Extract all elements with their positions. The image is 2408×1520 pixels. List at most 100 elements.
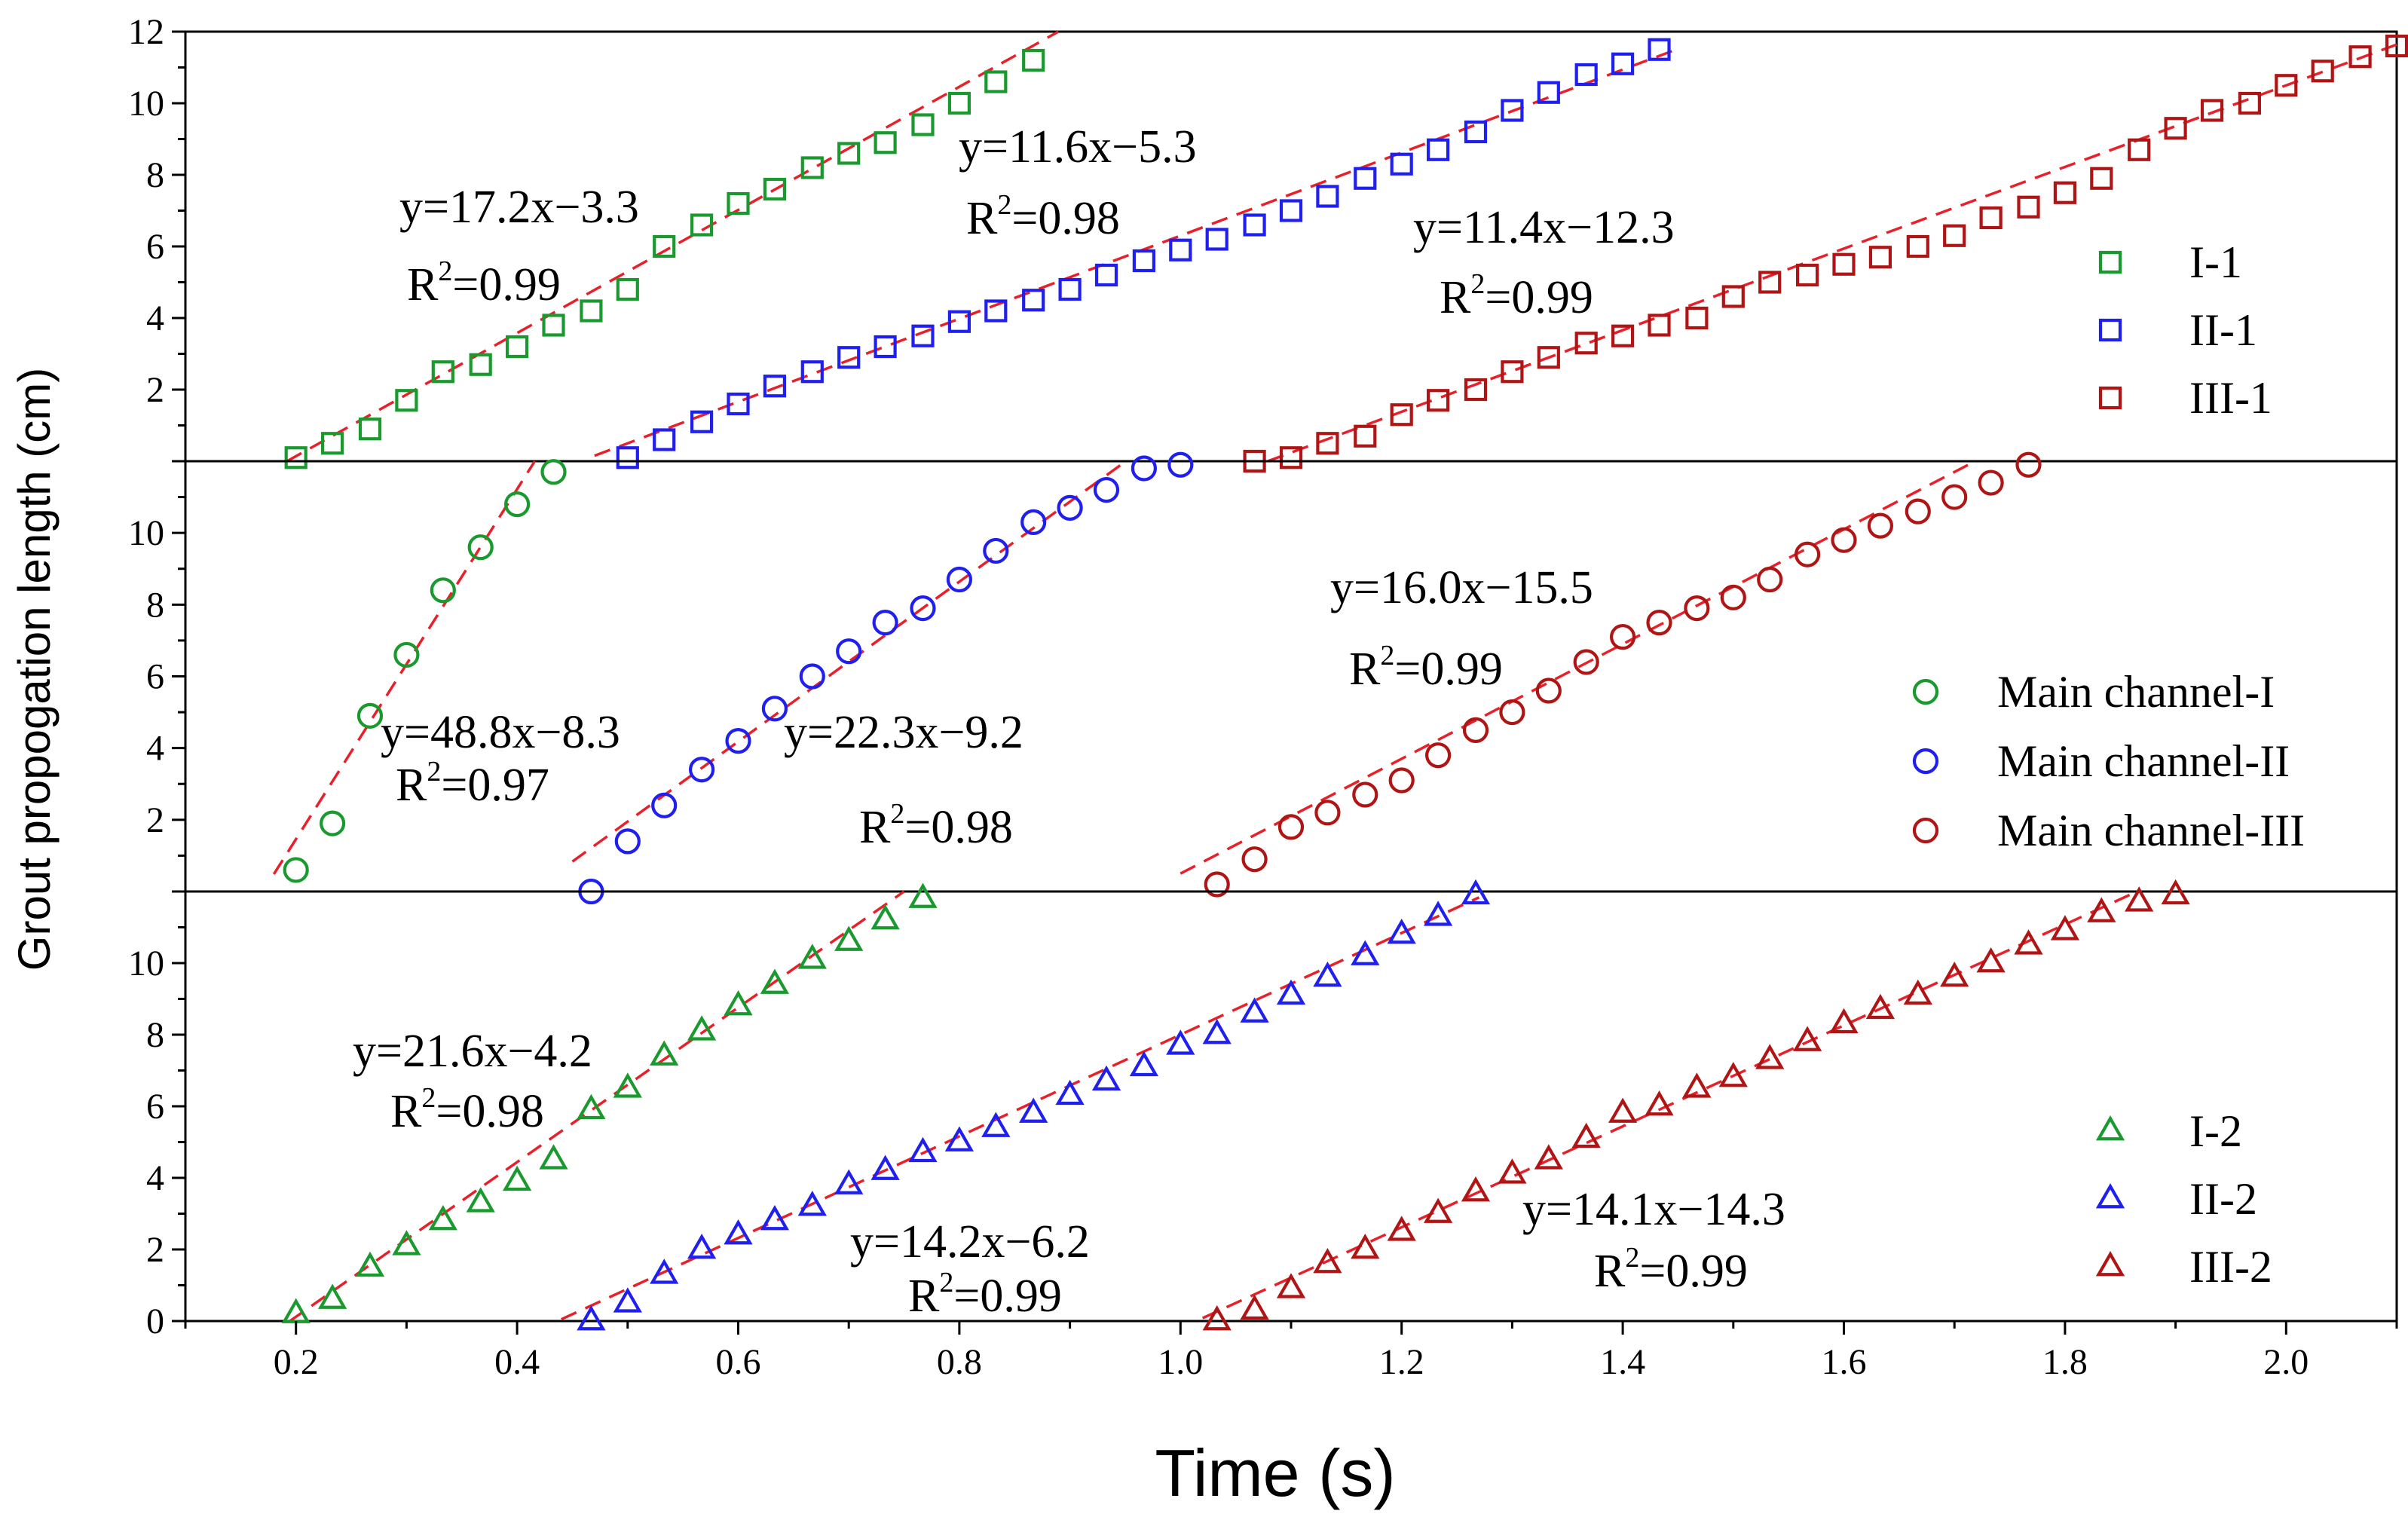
fit-line bbox=[594, 47, 1679, 457]
data-point bbox=[797, 944, 827, 969]
data-point bbox=[431, 360, 454, 384]
data-point bbox=[355, 1251, 385, 1277]
data-point bbox=[1794, 541, 1821, 567]
data-point bbox=[1865, 993, 1895, 1020]
data-point bbox=[1721, 285, 1745, 308]
data-point bbox=[2164, 117, 2187, 140]
x-tick-label: 0.2 bbox=[274, 1342, 319, 1382]
data-point bbox=[1501, 99, 1524, 122]
data-point bbox=[2200, 99, 2224, 122]
series-i-2: y=21.6x−4.2R2=0.98 bbox=[281, 882, 938, 1323]
r-squared-label: R2=0.98 bbox=[390, 1082, 544, 1137]
data-point bbox=[1501, 360, 1524, 384]
y-tick-label: 10 bbox=[128, 84, 164, 124]
series-ii-1: y=11.6x−5.3 R2=0.98 bbox=[594, 38, 1679, 469]
data-point bbox=[1646, 610, 1672, 636]
data-point bbox=[946, 566, 973, 593]
y-tick-label: 8 bbox=[146, 1015, 164, 1055]
data-point bbox=[540, 459, 567, 485]
x-tick-label: 1.6 bbox=[1822, 1342, 1867, 1382]
data-point bbox=[1868, 246, 1892, 269]
data-point bbox=[542, 313, 565, 337]
data-point bbox=[393, 641, 420, 668]
fit-line bbox=[561, 896, 1480, 1321]
x-tick-label: 0.4 bbox=[494, 1342, 540, 1382]
data-point bbox=[727, 191, 750, 216]
legend-label: Main channel-III bbox=[1997, 806, 2305, 855]
legend-label: II-1 bbox=[2189, 305, 2257, 355]
data-point bbox=[1202, 1305, 1232, 1331]
legend-marker bbox=[2095, 1251, 2125, 1277]
series-i-1: y=17.2x−3.3 R2=0.99 bbox=[284, 30, 1060, 469]
y-tick-label: 4 bbox=[146, 1158, 164, 1198]
data-point bbox=[1574, 332, 1598, 355]
fit-equation: y=14.1x−14.3 bbox=[1522, 1184, 1785, 1235]
data-point bbox=[395, 389, 418, 412]
fit-equation: y=22.3x−9.2 bbox=[784, 707, 1023, 758]
data-point bbox=[724, 1219, 753, 1245]
data-point bbox=[1535, 677, 1562, 704]
legend-marker bbox=[1912, 748, 1939, 775]
y-tick-label: 10 bbox=[128, 944, 164, 983]
y-tick-label: 2 bbox=[146, 370, 164, 410]
legend-marker bbox=[2095, 1115, 2125, 1141]
data-point bbox=[2087, 897, 2116, 922]
data-point bbox=[539, 1144, 568, 1170]
data-point bbox=[1829, 1008, 1859, 1034]
x-tick-label: 0.6 bbox=[716, 1342, 761, 1382]
legend: I-1 II-1 III-1 bbox=[2098, 237, 2272, 423]
data-point bbox=[580, 299, 603, 323]
data-point bbox=[1091, 1065, 1121, 1091]
legend-marker bbox=[1912, 817, 1939, 844]
data-point bbox=[1534, 1144, 1563, 1170]
y-tick-label: 10 bbox=[128, 513, 164, 553]
data-point bbox=[1019, 1097, 1048, 1123]
y-tick-label: 8 bbox=[146, 155, 164, 195]
data-point bbox=[984, 299, 1008, 323]
data-point bbox=[467, 534, 494, 561]
data-point bbox=[1461, 1176, 1491, 1202]
data-point bbox=[1276, 1273, 1306, 1298]
data-point bbox=[1757, 566, 1783, 593]
data-point bbox=[1354, 167, 1377, 190]
data-point bbox=[1167, 451, 1194, 478]
y-tick-label: 0 bbox=[146, 1301, 164, 1341]
data-point bbox=[837, 142, 861, 165]
data-point bbox=[1166, 1029, 1195, 1055]
data-point bbox=[1316, 432, 1339, 455]
data-point bbox=[1537, 81, 1560, 104]
r-squared-label: R2=0.99 bbox=[1349, 640, 1503, 695]
data-point bbox=[1022, 289, 1045, 312]
data-point bbox=[2238, 91, 2261, 115]
data-point bbox=[1427, 389, 1450, 412]
data-point bbox=[1351, 1234, 1380, 1259]
data-point bbox=[1388, 767, 1415, 794]
panel-frame bbox=[184, 30, 2398, 463]
data-point bbox=[1464, 120, 1488, 144]
legend-marker bbox=[2098, 250, 2122, 274]
y-tick-label: 2 bbox=[146, 800, 164, 840]
data-point bbox=[1941, 484, 1968, 510]
data-point bbox=[1645, 1090, 1674, 1116]
x-tick-label: 0.8 bbox=[937, 1342, 982, 1382]
data-point bbox=[984, 70, 1008, 93]
data-point bbox=[874, 131, 897, 154]
data-point bbox=[910, 595, 936, 622]
data-point bbox=[1684, 595, 1710, 622]
data-point bbox=[800, 156, 824, 179]
data-point bbox=[502, 1165, 532, 1191]
data-point bbox=[1867, 512, 1894, 539]
x-tick-label: 1.8 bbox=[2042, 1342, 2088, 1382]
data-point bbox=[2348, 45, 2372, 69]
data-point bbox=[2053, 181, 2076, 204]
data-point bbox=[1129, 1051, 1159, 1077]
fit-equation: y=11.4x−12.3 bbox=[1413, 202, 1675, 253]
data-point bbox=[1978, 469, 2004, 496]
data-point bbox=[1648, 38, 1671, 61]
data-point bbox=[1240, 997, 1269, 1023]
data-point bbox=[724, 990, 753, 1016]
fit-equation: y=16.0x−15.5 bbox=[1330, 562, 1593, 613]
data-point bbox=[834, 925, 864, 951]
panel-bottom: 0246810y=21.6x−4.2R2=0.98y=14.2x−6.2R2=0… bbox=[128, 879, 2398, 1341]
